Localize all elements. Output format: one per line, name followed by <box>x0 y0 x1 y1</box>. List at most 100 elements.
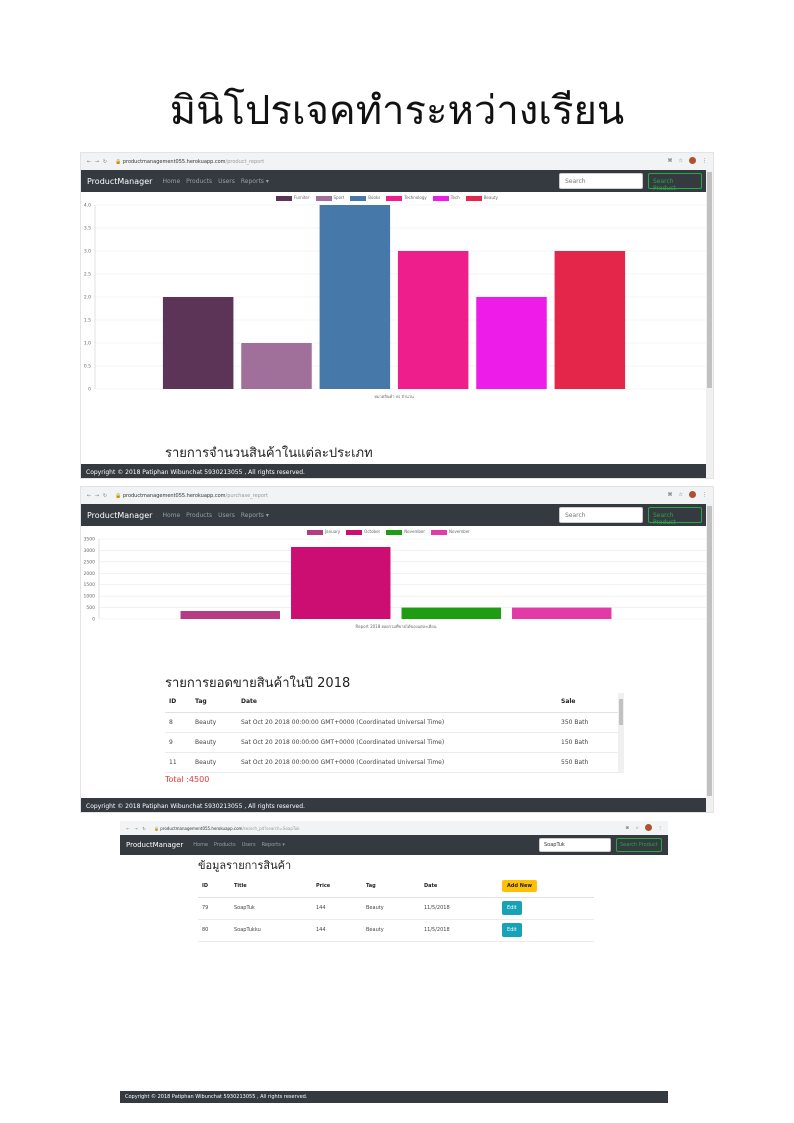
reload-icon[interactable]: ↻ <box>142 825 146 831</box>
forward-icon[interactable]: → <box>94 492 100 499</box>
back-icon[interactable]: ← <box>126 825 130 831</box>
forward-icon[interactable]: → <box>134 825 138 831</box>
legend-item[interactable]: October <box>346 529 380 535</box>
menu-icon[interactable]: ⋮ <box>702 491 707 498</box>
y-tick-label: 2500 <box>84 559 96 565</box>
search-product-button[interactable]: Search Product <box>648 173 702 192</box>
browser-bar: ← → ↻ 🔒 productmanagement055.herokuapp.c… <box>120 821 668 835</box>
table-cell: 11 <box>165 752 191 773</box>
star-icon[interactable]: ☆ <box>678 491 683 498</box>
navbar: ProductManager Home Products Users Repor… <box>81 504 713 526</box>
nav-users[interactable]: Users <box>218 511 235 519</box>
address-bar[interactable]: 🔒 productmanagement055.herokuapp.com/pro… <box>115 158 265 165</box>
bar[interactable] <box>554 251 626 389</box>
nav-products[interactable]: Products <box>186 177 213 185</box>
menu-icon[interactable]: ⋮ <box>658 825 662 830</box>
table-cell: Sat Oct 20 2018 00:00:00 GMT+0000 (Coord… <box>237 712 557 733</box>
profile-avatar[interactable] <box>645 824 652 831</box>
navbar-brand[interactable]: ProductManager <box>87 510 153 520</box>
footer: Copyright © 2018 Patiphan Wibunchat 5930… <box>81 798 713 812</box>
nav-reports[interactable]: Reports ▾ <box>240 177 269 185</box>
nav-home[interactable]: Home <box>162 177 181 185</box>
legend-label: November <box>449 529 470 534</box>
bar[interactable] <box>291 547 391 619</box>
col-title: Title <box>230 875 312 898</box>
star-icon[interactable]: ☆ <box>635 825 639 830</box>
table-cell: 9 <box>165 732 191 753</box>
nav-reports[interactable]: Reports ▾ <box>240 511 269 519</box>
bar[interactable] <box>397 251 469 389</box>
scrollbar[interactable] <box>706 170 713 478</box>
sales-month-chart: 3500 3000 2500 2000 1500 1000 500 0 Report 2018 … <box>84 537 707 629</box>
chart-legend: January October November November <box>307 529 470 535</box>
legend-item[interactable]: November <box>431 529 470 535</box>
bar[interactable] <box>180 611 280 619</box>
legend-item[interactable]: Beauty <box>465 195 498 201</box>
search-input[interactable]: SoapTuk <box>539 838 611 852</box>
menu-icon[interactable]: ⋮ <box>702 157 707 164</box>
legend-swatch <box>386 529 403 535</box>
legend-item[interactable]: Sport <box>315 195 344 201</box>
table-row: 8 Beauty Sat Oct 20 2018 00:00:00 GMT+0000… <box>165 712 620 733</box>
address-bar[interactable]: 🔒 productmanagement055.herokuapp.com/pur… <box>115 492 268 499</box>
nav-home[interactable]: Home <box>162 511 181 519</box>
bar[interactable] <box>241 343 312 389</box>
reload-icon[interactable]: ↻ <box>102 158 108 165</box>
search-input[interactable]: Search <box>559 173 643 189</box>
bar[interactable] <box>476 297 547 389</box>
legend-item[interactable]: Furniter <box>276 195 310 201</box>
table-row: 11 Beauty Sat Oct 20 2018 00:00:00 GMT+000… <box>165 752 620 773</box>
document-title: มินิโปรเจคทำระหว่างเรียน <box>169 88 625 134</box>
profile-avatar[interactable] <box>689 157 696 164</box>
cell-price: 144 <box>312 919 362 942</box>
nav-products[interactable]: Products <box>186 511 213 519</box>
table-cell: Beauty <box>191 732 237 753</box>
search-product-button[interactable]: Search Product <box>648 507 702 526</box>
column-header: Tag <box>191 692 237 713</box>
back-icon[interactable]: ← <box>86 158 92 165</box>
reload-icon[interactable]: ↻ <box>102 492 108 499</box>
bar[interactable] <box>512 607 612 619</box>
profile-avatar[interactable] <box>689 491 696 498</box>
legend-item[interactable]: Technology <box>386 195 427 201</box>
bar[interactable] <box>401 607 501 619</box>
product-table: ID Title Price Tag Date Add New 79 SoapT… <box>198 875 594 942</box>
bar[interactable] <box>319 205 391 389</box>
nav-home[interactable]: Home <box>193 842 209 848</box>
nav-users[interactable]: Users <box>218 177 235 185</box>
nav-users[interactable]: Users <box>241 842 256 848</box>
edit-button[interactable]: Edit <box>502 923 522 937</box>
section-heading: รายการจำนวนสินค้าในแต่ละประเภท <box>165 446 373 461</box>
address-bar[interactable]: 🔒 productmanagement055.herokuapp.com/sea… <box>154 825 300 831</box>
y-tick-label: 1.5 <box>84 318 91 324</box>
legend-item[interactable]: November <box>386 529 425 535</box>
column-header: Sale <box>557 692 620 713</box>
table-scrollbar[interactable] <box>618 693 624 773</box>
navbar-brand[interactable]: ProductManager <box>126 841 184 849</box>
back-icon[interactable]: ← <box>86 492 92 499</box>
legend-label: Beauty <box>483 195 498 200</box>
legend-item[interactable]: Books <box>350 195 380 201</box>
navbar-brand[interactable]: ProductManager <box>87 176 153 186</box>
nav-products[interactable]: Products <box>214 842 236 848</box>
scrollbar[interactable] <box>706 504 713 812</box>
search-product-button[interactable]: Search Product <box>616 838 662 852</box>
table-cell: Sat Oct 20 2018 00:00:00 GMT+0000 (Coord… <box>237 752 557 773</box>
screenshot-product-report: ← → ↻ 🔒 productmanagement055.herokuapp.c… <box>80 152 714 479</box>
add-new-button[interactable]: Add New <box>502 879 537 892</box>
translate-icon[interactable]: ⌘ <box>667 491 673 498</box>
table-cell: 8 <box>165 712 191 733</box>
legend-item[interactable]: January <box>307 529 340 535</box>
forward-icon[interactable]: → <box>94 158 100 165</box>
edit-button[interactable]: Edit <box>502 901 522 915</box>
search-input[interactable]: Search <box>559 507 643 523</box>
star-icon[interactable]: ☆ <box>678 157 683 164</box>
y-tick-label: 4.0 <box>84 203 91 209</box>
translate-icon[interactable]: ⌘ <box>667 157 673 164</box>
translate-icon[interactable]: ⌘ <box>625 825 630 830</box>
nav-reports[interactable]: Reports ▾ <box>261 842 285 848</box>
bar[interactable] <box>162 297 234 389</box>
cell-tag: Beauty <box>362 919 420 942</box>
legend-item[interactable]: Tech <box>432 195 460 201</box>
chart-legend: Furniter Sport Books Technology Tech Beauty <box>276 195 498 201</box>
